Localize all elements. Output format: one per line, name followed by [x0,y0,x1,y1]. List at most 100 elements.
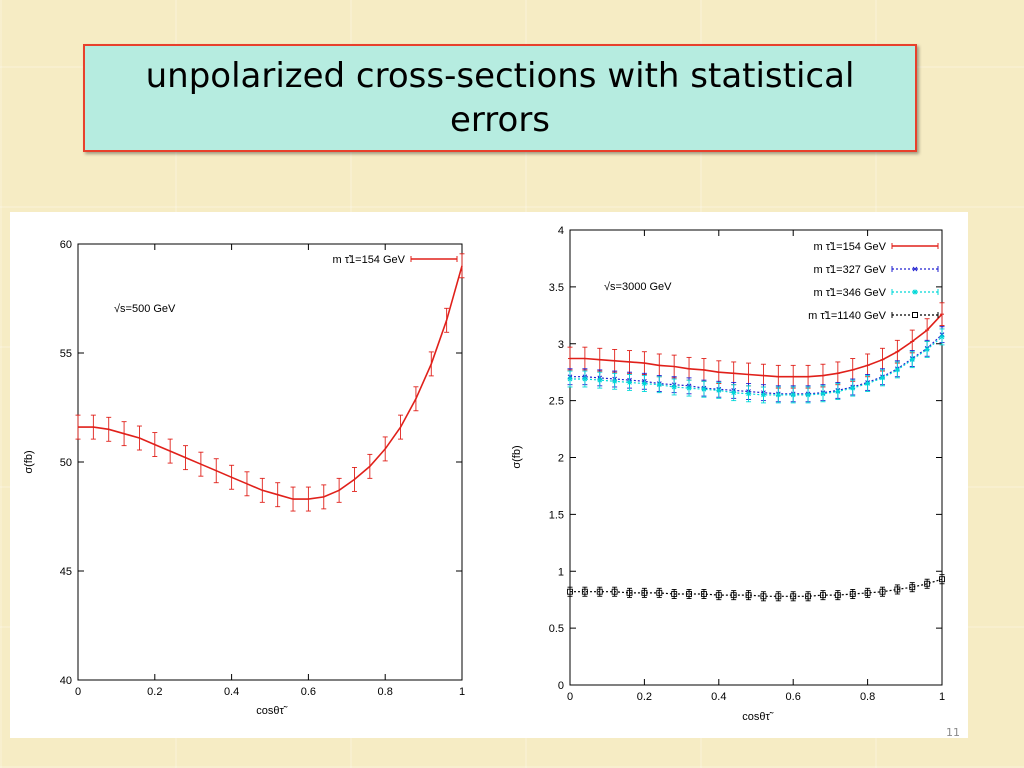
data-point [805,593,812,600]
data-point [715,592,722,599]
chart-1: 0 0.2 0.4 0.6 0.8 1 40 45 50 55 60 cosθτ̃ σ(fb) √s=50… [23,239,465,717]
data-point [627,379,633,385]
data-point [909,584,916,591]
data-point [746,391,752,397]
series-line [78,265,463,500]
y-tick-label: 3.5 [549,282,564,294]
data-point [596,588,603,595]
data-point [641,589,648,596]
data-point [581,588,588,595]
data-point [582,376,588,382]
x-tick-label: 1 [939,691,945,703]
data-point [760,392,766,398]
y-tick-label: 0.5 [549,623,564,635]
data-point [671,591,678,597]
data-point [924,580,931,587]
data-point [597,377,603,383]
chart-2: 0 0.2 0.4 0.6 0.8 1 0 0.5 1 1.5 2 2.5 3 3.5 4 cosθτ̃ σ(f… [511,225,945,723]
plot-frame [569,229,943,686]
data-point [567,376,573,382]
series-3: m τ̃1=346 GeV [567,287,945,404]
data-point [939,576,945,583]
legend-label: m τ̃1=154 GeV [813,241,886,253]
data-point [716,387,722,393]
legend-label: m τ̃1=1140 GeV [808,310,886,322]
data-point [820,592,826,599]
data-point [790,593,797,600]
data-point [790,392,796,398]
series-4: m τ̃1=1140 GeV [567,310,945,602]
data-point [894,367,900,373]
data-point [835,389,841,395]
page-number: 11 [946,726,960,739]
series-1: m τ̃1=154 GeV [75,253,465,512]
energy-annotation: √s=3000 GeV [604,281,672,293]
data-point [879,588,886,595]
x-tick-label: 0 [567,691,573,703]
legend-label: m τ̃1=327 GeV [813,264,886,276]
data-point [567,588,573,595]
y-axis-label: σ(fb) [511,445,523,468]
legend-label: m τ̃1=154 GeV [332,254,405,266]
y-tick-label: 2.5 [549,396,564,408]
data-point [850,385,856,391]
data-point [805,392,811,398]
data-point [775,593,782,600]
data-point [760,593,767,600]
data-point [849,591,856,597]
x-tick-label: 0.2 [147,686,162,698]
data-point [820,391,826,397]
x-tick-label: 0.6 [786,691,801,703]
x-axis-label: cosθτ̃ [256,705,288,717]
series-line [570,578,943,597]
data-point [656,589,663,596]
legend-marker [912,312,918,318]
plots-canvas: 0 0.2 0.4 0.6 0.8 14045505560cosθτ̃σ(fb)√s=50… [23,225,945,723]
x-tick-label: 1 [459,686,465,698]
series-line [570,336,943,396]
y-tick-label: 50 [60,457,72,469]
data-point [611,588,618,595]
data-point [909,357,915,363]
y-tick-label: 3 [558,339,564,351]
data-point [612,378,618,384]
data-point [700,591,707,597]
data-point [924,346,930,352]
y-axis-label: σ(fb) [23,450,35,473]
x-axis-label: cosθτ̃ [742,711,774,723]
data-point [939,334,945,340]
data-point [731,390,737,396]
energy-annotation: √s=500 GeV [114,303,176,315]
data-point [879,375,885,381]
x-tick-label: 0.2 [637,691,652,703]
data-point [894,586,901,593]
slide-title-box: unpolarized cross-sections with statisti… [83,44,917,152]
y-tick-label: 1.5 [549,509,564,521]
legend-label: m τ̃1=346 GeV [813,287,886,299]
data-point [686,385,692,391]
x-tick-label: 0 [75,686,81,698]
x-tick-label: 0.8 [378,686,393,698]
legend-marker [912,289,918,295]
data-point [701,386,707,392]
series-line [570,313,943,378]
data-point [745,592,752,599]
x-tick-label: 0.8 [860,691,875,703]
series-line [570,334,943,395]
data-point [671,384,677,390]
data-point [641,381,647,387]
y-tick-label: 1 [558,566,564,578]
series-1: m τ̃1=154 GeV [567,241,945,389]
x-tick-label: 0.4 [711,691,726,703]
data-point [865,381,871,387]
x-tick-label: 0.6 [301,686,316,698]
y-tick-label: 60 [60,239,72,251]
y-tick-label: 55 [60,348,72,360]
data-point [775,392,781,398]
y-tick-label: 2 [558,453,564,465]
data-point [864,589,871,596]
data-point [730,592,737,599]
data-point [656,382,662,388]
y-tick-label: 45 [60,566,72,578]
slide-title: unpolarized cross-sections with statisti… [145,56,855,140]
